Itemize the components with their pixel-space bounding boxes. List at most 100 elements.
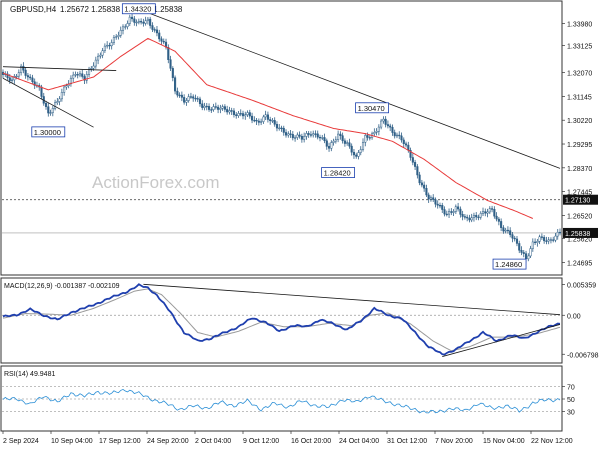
candle-body: [375, 131, 378, 133]
macd-tick-label: 0.005359: [567, 283, 596, 290]
candle-body: [321, 137, 324, 139]
rsi-panel-frame: [0, 365, 563, 432]
candle-body: [131, 16, 134, 20]
candle-body: [334, 139, 337, 142]
candle-body: [339, 133, 342, 136]
candle-body: [58, 98, 61, 102]
channel-lower-trendline: [2, 77, 94, 128]
candle-body: [309, 134, 312, 136]
candle-body: [239, 113, 242, 115]
candle-body: [472, 215, 476, 218]
candle-body: [314, 133, 317, 135]
time-tick-label: 2 Sep 2024: [3, 438, 39, 445]
candle-body: [244, 114, 247, 117]
candle-body: [155, 29, 159, 34]
price-annotation-label: 1.30470: [358, 104, 385, 113]
candle-body: [65, 85, 68, 88]
candle-body: [538, 236, 541, 242]
candle-body: [332, 140, 335, 143]
candle-body: [325, 140, 328, 147]
candle-body: [219, 107, 222, 110]
candle-body: [81, 73, 84, 77]
candle-body: [187, 96, 190, 101]
candle-body: [411, 157, 414, 163]
watermark: ActionForex.com: [92, 173, 220, 192]
candle-body: [280, 127, 283, 130]
price-annotation-box: [321, 167, 356, 178]
candle-body: [377, 126, 380, 132]
candle-body: [504, 229, 507, 232]
candle-body: [22, 65, 25, 71]
candle-body: [359, 149, 362, 153]
candle-body: [228, 110, 231, 113]
price-tick-label: 1.28370: [567, 166, 592, 173]
candle-body: [133, 18, 136, 23]
candle-body: [60, 92, 63, 100]
candle-body: [11, 79, 14, 81]
price-tick-label: 1.30220: [567, 118, 592, 125]
candle-body: [323, 137, 326, 142]
candle-body: [307, 133, 310, 135]
rsi-tick-label: 50: [567, 397, 575, 404]
candle-body: [534, 241, 537, 244]
candle-body: [49, 112, 52, 114]
candle-body: [40, 86, 43, 97]
candle-body: [110, 42, 113, 47]
candle-body: [214, 106, 217, 108]
candle-body: [443, 209, 446, 215]
candle-body: [26, 75, 29, 78]
candle-body: [491, 208, 494, 210]
candle-body: [289, 133, 292, 135]
candle-body: [436, 203, 439, 206]
time-tick-label: 22 Nov 12:00: [531, 438, 573, 445]
candle-body: [500, 221, 503, 228]
time-tick-label: 24 Sep 20:00: [147, 438, 189, 445]
candle-body: [511, 234, 514, 239]
candle-body: [400, 135, 403, 141]
candle-body: [54, 102, 57, 109]
candle-body: [162, 40, 165, 43]
candle-body: [468, 217, 471, 221]
candle-body: [366, 135, 369, 138]
candle-body: [74, 74, 77, 76]
macd-series-layer: [2, 283, 561, 357]
candle-body: [169, 59, 172, 69]
candle-body: [409, 149, 412, 158]
candle-body: [90, 67, 93, 70]
candle-body: [266, 114, 269, 120]
candle-body: [210, 109, 213, 111]
candle-body: [31, 77, 34, 83]
candle-body: [149, 18, 152, 26]
price-tick-label: 1.33125: [567, 43, 592, 50]
candle-body: [212, 106, 215, 110]
candle-body: [29, 76, 32, 79]
last-price-label: 1.25838: [565, 231, 590, 238]
candle-body: [486, 211, 489, 214]
candle-body: [425, 188, 428, 196]
candle-body: [459, 208, 462, 215]
candle-body: [251, 115, 254, 121]
candle-body: [545, 240, 548, 242]
candle-body: [481, 211, 485, 214]
candle-body: [497, 218, 500, 222]
candle-body: [531, 241, 534, 249]
rsi-tick-label: 70: [567, 385, 575, 392]
candle-body: [63, 86, 66, 93]
candle-body: [287, 133, 290, 136]
candle-body: [97, 55, 100, 61]
candle-body: [294, 137, 297, 139]
candle-body: [223, 106, 226, 110]
candle-body: [343, 140, 346, 144]
candle-body: [205, 105, 208, 108]
candle-body: [312, 133, 315, 136]
candle-body: [282, 127, 285, 133]
candle-body: [248, 112, 251, 117]
candle-body: [203, 105, 206, 108]
candle-body: [350, 145, 353, 153]
price-annotation-label: 1.34320: [124, 5, 151, 14]
candle-body: [373, 132, 376, 135]
candle-body: [318, 136, 322, 139]
candle-body: [260, 121, 263, 123]
